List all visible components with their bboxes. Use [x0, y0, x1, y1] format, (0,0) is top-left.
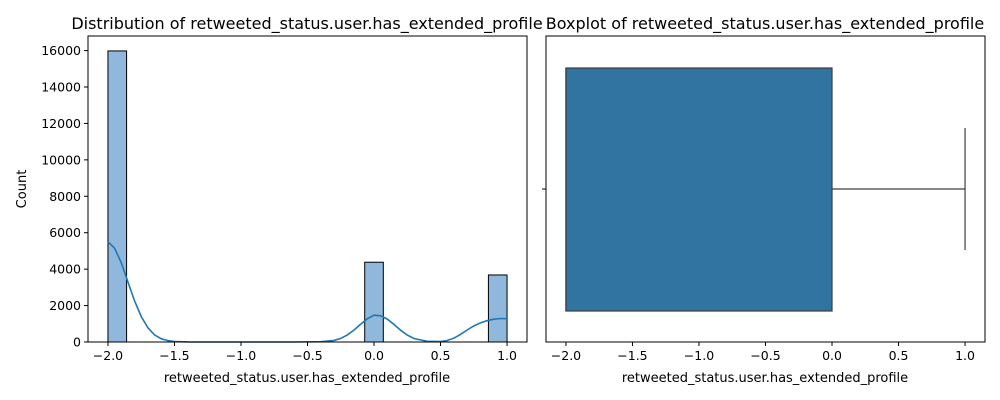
histogram-x-tick-label: 0.0 [364, 348, 384, 363]
kde-line [107, 241, 508, 343]
histogram-y-label: Count [15, 170, 30, 209]
boxplot-shapes [565, 67, 966, 312]
histogram-y-tick-label: 8000 [49, 189, 81, 204]
histogram-x-tick-label: −1.0 [226, 348, 256, 363]
boxplot-title: Boxplot of retweeted_status.user.has_ext… [546, 14, 984, 34]
boxplot-x-label: retweeted_status.user.has_extended_profi… [622, 371, 908, 386]
histogram-bar-2 [487, 274, 508, 343]
boxplot-x-ticks: −2.0 −1.5 −1.0 −0.5 0.0 0.5 1.0 [551, 342, 975, 363]
boxplot-x-tick-label: 1.0 [955, 348, 975, 363]
histogram-x-tick-label: 0.5 [431, 348, 451, 363]
histogram-x-tick-label: 1.0 [497, 348, 517, 363]
histogram-bar-0 [107, 50, 128, 343]
histogram-y-tick-label: 12000 [41, 116, 81, 131]
histogram-y-tick-label: 0 [73, 335, 81, 350]
histogram-y-tick-label: 14000 [41, 80, 81, 95]
histogram-x-ticks: −2.0 −1.5 −1.0 −0.5 0.0 0.5 1.0 [93, 342, 517, 363]
histogram-y-tick-label: 4000 [49, 262, 81, 277]
boxplot-x-tick-label: −0.5 [750, 348, 780, 363]
histogram-axes-frame [87, 35, 528, 343]
histogram-y-tick-label: 10000 [41, 152, 81, 167]
histogram-y-tick-label: 2000 [49, 298, 81, 313]
boxplot-x-tick-label: 0.5 [889, 348, 909, 363]
boxplot-x-tick-label: −1.0 [684, 348, 714, 363]
histogram-x-label: retweeted_status.user.has_extended_profi… [164, 371, 450, 386]
boxplot-x-tick-label: −2.0 [551, 348, 581, 363]
histogram-bar-1 [364, 261, 384, 343]
histogram-x-tick-label: −2.0 [93, 348, 123, 363]
histogram-bars [107, 50, 508, 343]
boxplot-panel: −2.0 −1.5 −1.0 −0.5 0.0 0.5 1.0 Boxplot of ret… [542, 14, 986, 386]
histogram-title: Distribution of retweeted_status.user.ha… [71, 14, 542, 34]
boxplot-box [565, 67, 833, 312]
histogram-y-tick-label: 6000 [49, 225, 81, 240]
boxplot-x-tick-label: −1.5 [617, 348, 647, 363]
boxplot-x-tick-label: 0.0 [822, 348, 842, 363]
histogram-x-tick-label: −0.5 [292, 348, 322, 363]
histogram-panel: Distribution of retweeted_status.user.ha… [15, 14, 543, 386]
histogram-y-tick-label: 16000 [41, 43, 81, 58]
histogram-x-tick-label: −1.5 [159, 348, 189, 363]
histogram-y-ticks: 0 2000 4000 6000 8000 10000 12000 14000 16000 [41, 43, 88, 350]
